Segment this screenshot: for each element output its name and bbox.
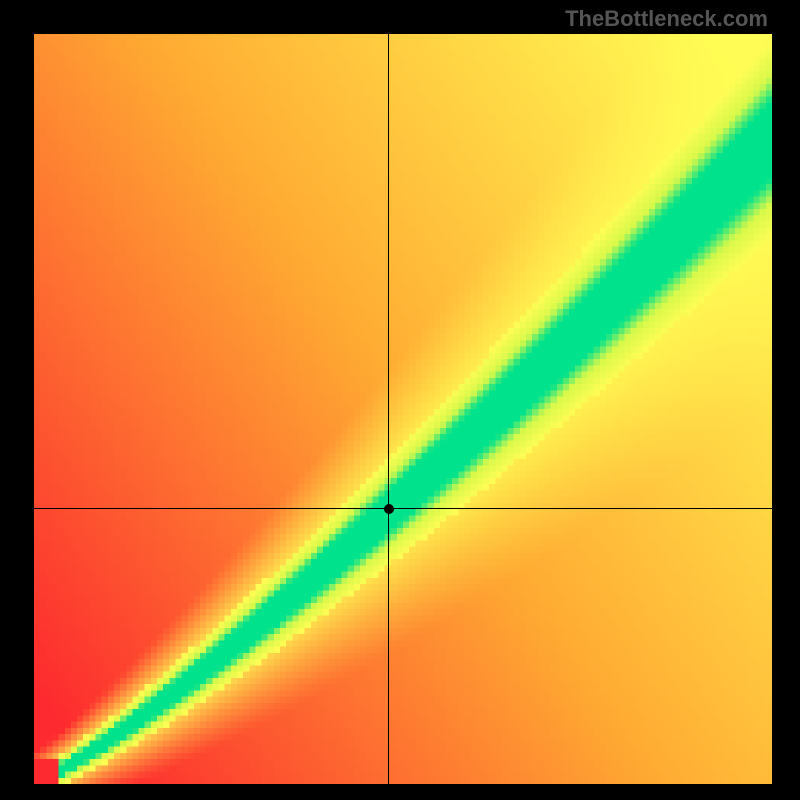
bottleneck-heatmap [34,34,772,784]
chart-frame [34,34,772,784]
selection-marker[interactable] [384,504,394,514]
crosshair-horizontal [34,508,772,509]
watermark-text: TheBottleneck.com [565,6,768,32]
crosshair-vertical [388,34,389,784]
